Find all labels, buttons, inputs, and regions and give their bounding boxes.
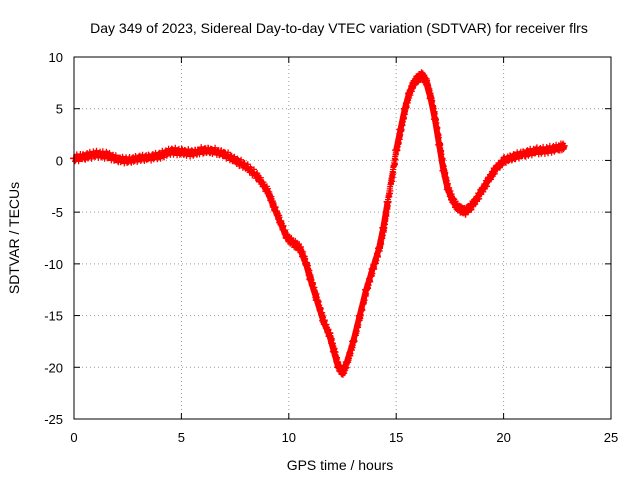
- data-point: [306, 275, 315, 284]
- data-point: [113, 155, 121, 164]
- data-point: [295, 244, 304, 253]
- data-point: [418, 71, 426, 80]
- data-point: [405, 89, 414, 98]
- data-point: [91, 150, 100, 159]
- data-point: [400, 104, 409, 113]
- data-point: [231, 156, 240, 165]
- data-point: [334, 363, 343, 372]
- data-point: [383, 197, 392, 206]
- data-point: [134, 154, 143, 163]
- data-point: [325, 332, 334, 341]
- data-point: [448, 195, 456, 204]
- data-point: [302, 259, 310, 268]
- data-point: [123, 156, 132, 165]
- data-point: [478, 185, 487, 194]
- x-tick-label: 15: [389, 430, 403, 445]
- y-tick-label: 0: [56, 153, 63, 168]
- data-point: [289, 239, 298, 248]
- data-point: [439, 166, 448, 175]
- data-point: [392, 146, 401, 155]
- data-point: [276, 218, 285, 227]
- data-point: [553, 144, 562, 152]
- data-point: [426, 94, 435, 103]
- plot-frame: [73, 56, 612, 420]
- data-point: [409, 78, 418, 87]
- data-point: [362, 285, 371, 294]
- data-point: [413, 73, 422, 82]
- data-point: [422, 78, 431, 87]
- data-point: [355, 311, 364, 320]
- y-tick-label: -10: [44, 257, 63, 272]
- chart-title: Day 349 of 2023, Sidereal Day-to-day VTE…: [90, 20, 588, 36]
- y-tick-label: -5: [51, 205, 63, 220]
- data-point: [241, 162, 250, 171]
- data-point: [269, 203, 278, 211]
- x-tick-label: 20: [496, 430, 510, 445]
- data-point: [312, 296, 321, 305]
- data-point: [396, 125, 405, 134]
- data-point: [443, 185, 452, 194]
- data-point: [338, 368, 347, 377]
- data-point: [188, 149, 197, 158]
- data-point: [220, 150, 229, 159]
- data-point: [456, 206, 465, 215]
- y-tick-label: 10: [49, 50, 63, 65]
- series-scatter-band: [71, 69, 568, 378]
- data-point: [282, 234, 291, 242]
- data-point: [209, 147, 218, 156]
- x-tick-label: 10: [282, 430, 296, 445]
- x-tick-label: 25: [604, 430, 618, 445]
- axis-ticks: 0 5 10 15 20 25 -25 -20 -15 -10 -5 0 5 10: [44, 50, 618, 445]
- data-point: [510, 152, 519, 161]
- data-point: [471, 195, 480, 204]
- data-point: [435, 140, 444, 149]
- y-tick-label: -15: [44, 309, 63, 324]
- y-tick-label: -25: [44, 412, 63, 427]
- data-point: [465, 204, 474, 212]
- x-tick-label: 0: [70, 430, 77, 445]
- data-point: [430, 115, 439, 124]
- data-point: [460, 207, 469, 216]
- data-point: [542, 146, 551, 155]
- y-axis-label: SDTVAR / TECUs: [6, 182, 22, 294]
- data-point: [198, 146, 207, 155]
- data-point: [379, 223, 388, 232]
- data-point: [559, 141, 568, 150]
- data-point: [368, 265, 377, 273]
- data-point: [329, 347, 338, 356]
- data-point: [484, 175, 493, 183]
- data-point: [521, 149, 530, 158]
- data-point: [252, 171, 261, 180]
- data-point: [491, 164, 499, 173]
- data-points: [70, 69, 568, 378]
- data-point: [342, 358, 351, 367]
- data-point: [177, 148, 186, 157]
- y-tick-label: 5: [56, 102, 63, 117]
- data-point: [80, 152, 89, 161]
- data-point: [145, 153, 154, 162]
- data-point: [375, 244, 383, 253]
- data-point: [452, 203, 461, 211]
- data-point: [166, 147, 175, 156]
- y-tick-label: -20: [44, 360, 63, 375]
- data-point: [155, 151, 164, 160]
- x-axis-label: GPS time / hours: [287, 457, 394, 473]
- data-point: [102, 151, 111, 160]
- x-tick-label: 5: [178, 430, 185, 445]
- data-point: [319, 316, 328, 325]
- data-point: [349, 337, 358, 346]
- data-point: [263, 187, 272, 196]
- data-point: [499, 156, 508, 165]
- data-point: [531, 147, 540, 156]
